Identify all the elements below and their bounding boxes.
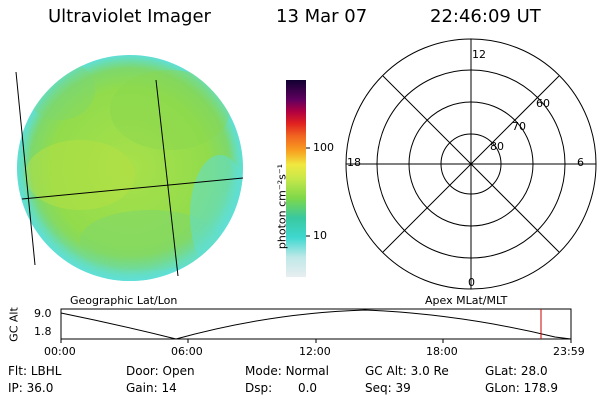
mode-label: Mode: xyxy=(245,364,282,378)
status-gc-alt: GC Alt: 3.0 Re xyxy=(365,364,449,378)
caption-geographic: Geographic Lat/Lon xyxy=(70,294,178,307)
longitude-line xyxy=(155,79,179,277)
status-door: Door: Open xyxy=(126,364,195,378)
orbit-x-tick-2359: 23:59 xyxy=(553,345,585,358)
mlt-label-0: 0 xyxy=(468,276,475,289)
dsp-label: Dsp: xyxy=(245,381,273,395)
mlt-label-6: 6 xyxy=(577,156,584,169)
latitude-line xyxy=(21,177,244,200)
status-gain: Gain: 14 xyxy=(126,381,177,395)
status-ip: IP: 36.0 xyxy=(8,381,53,395)
glat-value: 28.0 xyxy=(520,364,548,378)
orbit-altitude-plot xyxy=(60,308,572,343)
filter-label: Flt: xyxy=(8,364,27,378)
dsp-value: 0.0 xyxy=(297,381,318,395)
glat-label: GLat: xyxy=(485,364,518,378)
status-filter: Flt: LBHL xyxy=(8,364,61,378)
orbit-x-tick-1200: 12:00 xyxy=(299,345,331,358)
instrument-title: Ultraviolet Imager xyxy=(48,6,211,27)
status-glon: GLon: 178.9 xyxy=(485,381,558,395)
colorbar-unit-label: photon cm⁻²s⁻¹ xyxy=(275,163,289,250)
orbit-x-tick-0600: 06:00 xyxy=(171,345,203,358)
glon-label: GLon: xyxy=(485,381,520,395)
edge-meridian-line xyxy=(15,71,36,266)
door-value: Open xyxy=(162,364,195,378)
caption-apex: Apex MLat/MLT xyxy=(425,294,508,307)
orbit-y-tick-1-8: 1.8 xyxy=(34,325,52,338)
seq-label: Seq: xyxy=(365,381,392,395)
observation-date: 13 Mar 07 xyxy=(276,6,368,27)
mlat-label-70: 70 xyxy=(512,120,526,133)
mlat-label-80: 80 xyxy=(490,140,504,153)
gain-value: 14 xyxy=(161,381,177,395)
filter-value: LBHL xyxy=(30,364,62,378)
orbit-x-tick-1800: 18:00 xyxy=(426,345,458,358)
seq-value: 39 xyxy=(395,381,411,395)
glon-value: 178.9 xyxy=(523,381,558,395)
mlat-label-60: 60 xyxy=(536,97,550,110)
orbit-y-tick-9: 9.0 xyxy=(34,307,52,320)
orbit-x-tick-0000: 00:00 xyxy=(44,345,76,358)
mlt-label-12: 12 xyxy=(472,48,486,61)
earth-disk-image xyxy=(17,55,243,281)
ip-label: IP: xyxy=(8,381,23,395)
orbit-y-axis-label: GC Alt xyxy=(7,307,21,342)
gcalt-label: GC Alt: xyxy=(365,364,407,378)
polar-mlat-mlt-plot xyxy=(345,38,597,290)
status-dsp: Dsp: 0.0 xyxy=(245,381,317,395)
status-glat: GLat: 28.0 xyxy=(485,364,548,378)
colorbar xyxy=(286,80,310,277)
geographic-grid xyxy=(15,71,244,277)
status-seq: Seq: 39 xyxy=(365,381,411,395)
observation-time: 22:46:09 UT xyxy=(430,6,541,27)
gcalt-value: 3.0 Re xyxy=(410,364,449,378)
colorbar-tick-100: 100 xyxy=(313,141,334,154)
status-mode: Mode: Normal xyxy=(245,364,329,378)
gain-label: Gain: xyxy=(126,381,158,395)
mlt-label-18: 18 xyxy=(347,156,361,169)
door-label: Door: xyxy=(126,364,159,378)
colorbar-tick-10: 10 xyxy=(313,229,327,242)
ip-value: 36.0 xyxy=(26,381,54,395)
mode-value: Normal xyxy=(285,364,329,378)
